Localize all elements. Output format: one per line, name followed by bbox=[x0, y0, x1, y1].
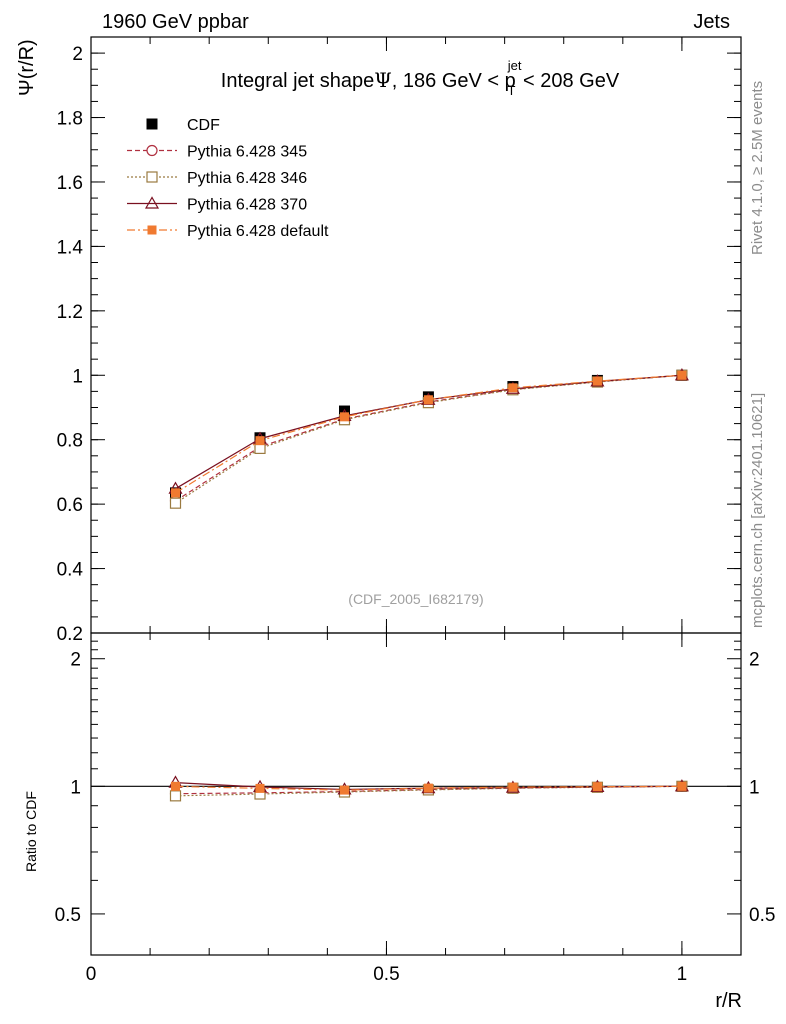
series-point bbox=[677, 370, 687, 380]
ratio-point bbox=[508, 782, 518, 792]
series-point bbox=[423, 395, 433, 405]
legend-label: Pythia 6.428 346 bbox=[187, 170, 307, 187]
x-tick-label: 0 bbox=[86, 964, 97, 985]
y-tick-label: 1.4 bbox=[57, 237, 84, 258]
cdf-data-series bbox=[170, 369, 688, 499]
y-tick-label: 0.6 bbox=[57, 495, 83, 516]
y-tick-label: 2 bbox=[72, 44, 83, 65]
analysis-tag: (CDF_2005_I682179) bbox=[348, 591, 483, 607]
header-left: 1960 GeV ppbar bbox=[102, 11, 249, 33]
y-axis-label: Ψ(r/R) bbox=[16, 39, 38, 96]
legend-entry-4: Pythia 6.428 370 bbox=[127, 196, 307, 214]
y-tick-label: 1 bbox=[72, 366, 83, 387]
ratio-tick-label-right: 0.5 bbox=[749, 905, 775, 926]
legend-label: Pythia 6.428 370 bbox=[187, 197, 307, 214]
legend-marker bbox=[146, 144, 158, 157]
ratio-point bbox=[423, 783, 433, 793]
series-1 bbox=[169, 369, 688, 507]
legend-entry-1: CDF bbox=[146, 117, 220, 134]
legend-entry-2: Pythia 6.428 345 bbox=[127, 144, 307, 161]
ratio-tick-label-right: 1 bbox=[749, 777, 760, 798]
ratio-plot bbox=[91, 775, 741, 802]
ratio-series-4 bbox=[171, 781, 687, 795]
x-tick-label: 0.5 bbox=[373, 964, 399, 985]
y-tick-label: 0.4 bbox=[57, 560, 84, 581]
y-tick-label: 1.2 bbox=[57, 302, 83, 323]
title-prefix: Integral jet shape bbox=[221, 70, 374, 92]
series-point bbox=[340, 412, 349, 422]
ratio-point bbox=[255, 783, 265, 793]
title-suffix: < 208 GeV bbox=[517, 70, 619, 92]
ratio-point bbox=[171, 781, 180, 791]
series-point bbox=[508, 383, 518, 393]
series-2 bbox=[169, 369, 688, 509]
main-plot bbox=[168, 368, 689, 509]
y-tick-label: 0.2 bbox=[57, 624, 83, 645]
ratio-tick-label: 1 bbox=[70, 777, 81, 798]
title-sub: T bbox=[508, 83, 516, 98]
x-axis-label: r/R bbox=[715, 990, 742, 1012]
legend-marker bbox=[146, 171, 158, 183]
rivet-label: Rivet 4.1.0, ≥ 2.5M events bbox=[749, 81, 766, 255]
legend-entry-3: Pythia 6.428 346 bbox=[127, 170, 307, 187]
legend-marker bbox=[146, 118, 158, 130]
y-tick-label: 1.6 bbox=[57, 173, 83, 194]
series-point bbox=[169, 497, 182, 509]
header-right: Jets bbox=[693, 11, 730, 33]
ratio-tick-label: 0.5 bbox=[55, 905, 81, 926]
title-mid: , 186 GeV < p bbox=[392, 70, 516, 92]
legend-label: CDF bbox=[187, 117, 220, 134]
y-tick-label: 1.8 bbox=[57, 109, 83, 130]
y-tick-label: 0.8 bbox=[57, 431, 83, 452]
series-4 bbox=[171, 370, 687, 498]
legend-entry-5: Pythia 6.428 default bbox=[127, 223, 329, 240]
ratio-point bbox=[169, 790, 182, 802]
series-point bbox=[255, 436, 265, 446]
title-psi: Ψ bbox=[374, 68, 392, 92]
ratio-tick-label: 2 bbox=[70, 650, 81, 671]
series-point bbox=[592, 376, 602, 386]
series-point bbox=[171, 488, 180, 498]
ratio-frame bbox=[90, 632, 742, 956]
plot-frames: 0.2 0.4 0.6 0.8 1 1.2 1.4 1.6 1.8 2 0.5 0.5 1 1 2 2 0 0.5… bbox=[55, 36, 775, 985]
ratio-point bbox=[592, 782, 602, 792]
title-sup: jet bbox=[507, 58, 522, 73]
series-3 bbox=[168, 368, 689, 494]
ratio-y-axis-label: Ratio to CDF bbox=[23, 791, 39, 872]
x-tick-label: 1 bbox=[677, 964, 688, 985]
legend-label: Pythia 6.428 345 bbox=[187, 144, 307, 161]
legend-label: Pythia 6.428 default bbox=[187, 223, 329, 240]
legend-marker bbox=[144, 196, 160, 209]
ratio-point bbox=[677, 781, 687, 791]
ratio-point bbox=[340, 785, 349, 795]
chart-title: Integral jet shapeΨ, 186 GeV < pjet T < 2… bbox=[221, 58, 620, 98]
ratio-tick-label-right: 2 bbox=[749, 650, 760, 671]
mcplots-label: mcplots.cern.ch [arXiv:2401.10621] bbox=[749, 393, 766, 628]
legend-marker bbox=[147, 225, 157, 235]
legend: CDF Pythia 6.428 345 Pythia 6.428 346 Pythi… bbox=[127, 117, 329, 240]
